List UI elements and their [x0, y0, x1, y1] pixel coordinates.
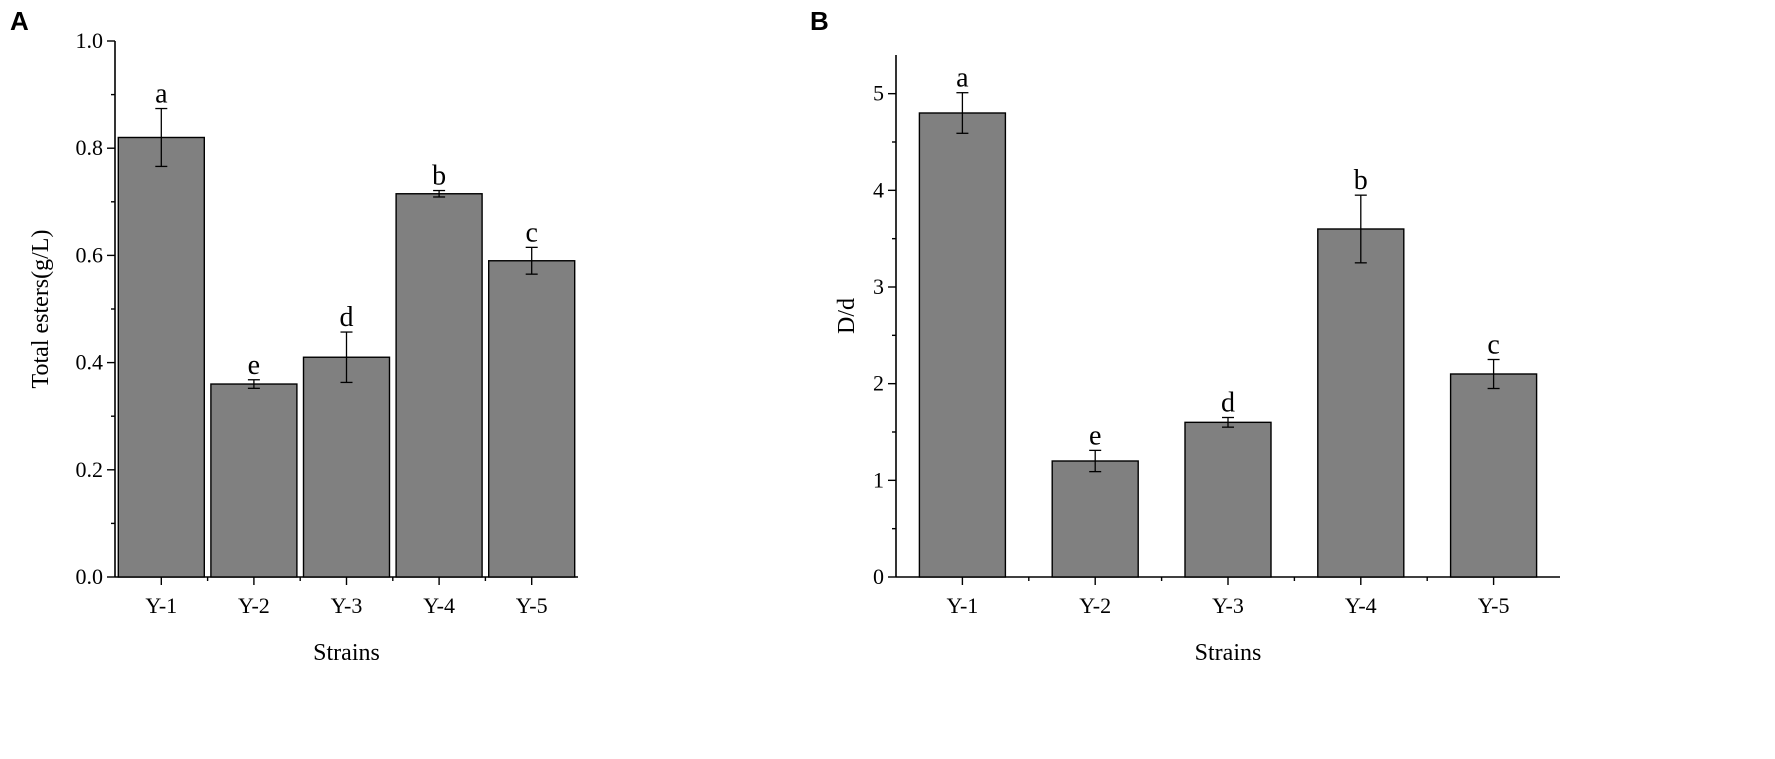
y-tick-label-a: 0.8: [76, 135, 104, 160]
x-axis-title-b: Strains: [1195, 640, 1262, 666]
y-tick-label-b: 4: [873, 177, 884, 202]
x-tick-label-b: Y-4: [1345, 593, 1377, 618]
bar-a-y-1: [117, 136, 206, 578]
bar-b-y-1: [918, 112, 1007, 578]
y-tick-label-b: 1: [873, 467, 884, 492]
bar-b-y-4: [1317, 228, 1405, 578]
y-tick-label-b: 2: [873, 371, 884, 396]
x-tick-label-b: Y-1: [947, 593, 979, 618]
x-tick-label-a: Y-5: [516, 593, 548, 618]
bar-a-y-2: [210, 383, 298, 578]
chart-a-svg: 0.0 0.2 0.4 0.6 0.8 1.0 a Y-1 e Y-2 d Y-3 b Y-4 c Y-5 St…: [10, 6, 578, 666]
y-tick-label-a: 0.2: [76, 457, 104, 482]
significance-label-b: e: [1089, 420, 1101, 451]
significance-label-a: a: [155, 79, 168, 110]
bar-a-y-5: [488, 260, 576, 578]
chart-panel-b: 0 1 2 3 4 5 a Y-1 e Y-2 d Y-3 b Y-4 c Y-5 Strains D/d B: [800, 0, 1690, 759]
bar-b-y-2: [1051, 460, 1139, 578]
bar-b-y-5: [1449, 373, 1538, 578]
significance-label-a: b: [432, 161, 446, 192]
x-tick-label-b: Y-3: [1212, 593, 1244, 618]
x-tick-label-b: Y-2: [1079, 593, 1111, 618]
panel-letter-b: B: [810, 6, 829, 36]
y-tick-label-a: 0.0: [76, 564, 104, 589]
significance-label-a: d: [340, 302, 354, 333]
plot-group-b: 0 1 2 3 4 5 a Y-1 e Y-2 d Y-3 b Y-4 c Y-5 Strains D/d: [834, 55, 1560, 666]
bar-a-y-4: [395, 193, 483, 578]
x-tick-label-a: Y-1: [145, 593, 177, 618]
x-tick-label-b: Y-5: [1478, 593, 1510, 618]
x-tick-label-a: Y-4: [423, 593, 455, 618]
bar-b-y-3: [1184, 421, 1272, 578]
y-axis-title-b: D/d: [834, 298, 860, 334]
y-tick-label-a: 0.6: [76, 242, 104, 267]
chart-panel-a: 0.0 0.2 0.4 0.6 0.8 1.0 a Y-1 e Y-2 d Y-3 b Y-4 c Y-5 St…: [0, 0, 885, 759]
bar-a-y-3: [302, 356, 391, 578]
significance-label-b: c: [1487, 330, 1499, 361]
significance-label-a: e: [248, 350, 260, 381]
x-tick-label-a: Y-3: [331, 593, 363, 618]
significance-label-b: b: [1354, 165, 1368, 196]
y-axis-title-a: Total esters(g/L): [28, 230, 54, 389]
x-axis-title-a: Strains: [313, 640, 380, 666]
significance-label-b: d: [1221, 388, 1235, 419]
plot-group-a: 0.0 0.2 0.4 0.6 0.8 1.0 a Y-1 e Y-2 d Y-3 b Y-4 c Y-5 St…: [28, 28, 578, 666]
y-tick-label-b: 5: [873, 81, 884, 106]
significance-label-a: c: [525, 217, 537, 248]
y-tick-label-b: 0: [873, 564, 884, 589]
panel-letter-a: A: [10, 6, 29, 36]
significance-label-b: a: [956, 63, 969, 94]
x-tick-label-a: Y-2: [238, 593, 270, 618]
chart-b-svg: 0 1 2 3 4 5 a Y-1 e Y-2 d Y-3 b Y-4 c Y-5 Strains D/d B: [810, 6, 1560, 666]
y-tick-label-a: 1.0: [76, 28, 104, 53]
y-tick-label-b: 3: [873, 274, 884, 299]
y-tick-label-a: 0.4: [76, 350, 104, 375]
